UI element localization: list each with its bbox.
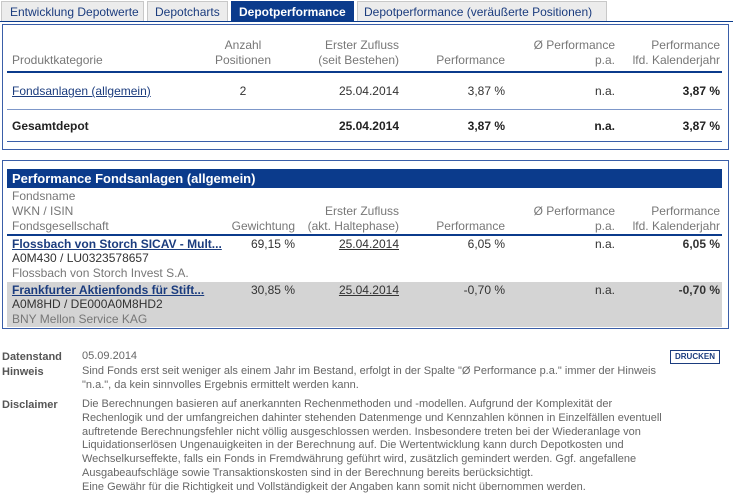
column-header: Performance [436, 53, 505, 67]
column-header: Performance [651, 38, 720, 52]
fund-company: BNY Mellon Service KAG [12, 312, 148, 326]
cell: Gesamtdepot [12, 119, 89, 133]
column-header: Ø Performance [533, 38, 615, 52]
tab-label[interactable]: Depotperformance (veräußerte Positionen) [364, 5, 593, 19]
fund-id: A0M430 / LU0323578657 [12, 251, 149, 265]
print-button[interactable] [670, 350, 720, 364]
cell: 69,15 % [250, 237, 295, 251]
column-header: Ø Performance [533, 204, 615, 218]
tab-label[interactable]: Depotcharts [155, 5, 220, 19]
cell: -0,70 % [463, 283, 505, 297]
column-header: Fondsname [12, 189, 76, 203]
cell: 3,87 % [467, 119, 505, 133]
disclaimer-line: Eine Gewähr für die Richtigkeit und Voll… [82, 480, 586, 493]
disclaimer-line: auftretende Berechnungsfehler nicht völl… [82, 425, 641, 438]
tab[interactable] [147, 1, 228, 21]
cell[interactable]: Fondsanlagen (allgemein) [12, 84, 151, 98]
column-header: (akt. Haltephase) [307, 219, 399, 233]
cell[interactable]: 25.04.2014 [338, 283, 399, 297]
column-header: lfd. Kalenderjahr [632, 53, 720, 67]
label: Hinweis [2, 366, 44, 378]
column-header: Produktkategorie [12, 53, 103, 67]
tab[interactable] [357, 1, 607, 21]
divider [7, 234, 722, 236]
column-header: lfd. Kalenderjahr [632, 219, 720, 233]
cell: 3,87 % [682, 119, 720, 133]
label: Datenstand [2, 351, 62, 363]
fund-id: A0M8HD / DE000A0M8HD2 [12, 297, 163, 311]
column-header: WKN / ISIN [12, 204, 74, 218]
cell[interactable]: 25.04.2014 [338, 237, 399, 251]
disclaimer-line: Liquidationserlösen Ungenauigkeiten in d… [82, 439, 624, 452]
column-header: Performance [651, 204, 720, 218]
cell: 6,05 % [682, 237, 720, 251]
divider [7, 141, 722, 142]
tab-label[interactable]: Entwicklung Depotwerte [10, 5, 139, 19]
cell: 30,85 % [250, 283, 295, 297]
column-header: Positionen [214, 53, 272, 67]
cell: 25.04.2014 [338, 119, 399, 133]
cell: n.a. [594, 283, 615, 297]
cell: n.a. [594, 119, 615, 133]
cell: 3,87 % [682, 84, 720, 98]
disclaimer-line: Rechenlogik und der umfangreichen dahint… [82, 411, 662, 424]
column-header: Erster Zufluss [324, 38, 399, 52]
cell: n.a. [594, 237, 615, 251]
divider [7, 71, 722, 73]
tab[interactable] [1, 1, 144, 21]
cell: -0,70 % [678, 283, 720, 297]
fund-company: Flossbach von Storch Invest S.A. [12, 266, 189, 280]
divider [7, 109, 722, 110]
fund-name[interactable]: Frankfurter Aktienfonds für Stift... [12, 283, 205, 297]
column-header: Erster Zufluss [324, 204, 399, 218]
section-title-bar [7, 169, 722, 188]
tab-label[interactable]: Depotperformance [239, 5, 346, 19]
cell: n.a. [594, 84, 615, 98]
column-header: (seit Bestehen) [318, 53, 399, 67]
column-header: Fondsgesellschaft [12, 219, 109, 233]
cell: 25.04.2014 [338, 84, 399, 98]
tab-rule [0, 21, 733, 22]
column-header: p.a. [594, 53, 615, 67]
column-header: p.a. [594, 219, 615, 233]
fund-name[interactable]: Flossbach von Storch SICAV - Mult... [12, 237, 222, 251]
funds-box [2, 160, 729, 329]
section-title: Performance Fondsanlagen (allgemein) [12, 171, 256, 186]
note-line: Sind Fonds erst seit weniger als einem J… [82, 365, 656, 377]
note-line: "n.a.", da kein sinnvolles Ergebnis ermi… [82, 379, 359, 391]
value: 05.09.2014 [82, 350, 138, 362]
print-label[interactable]: DRUCKEN [675, 352, 715, 361]
tab-active[interactable] [231, 1, 354, 21]
row-highlight [7, 282, 722, 327]
summary-box [2, 24, 729, 150]
cell: 3,87 % [467, 84, 505, 98]
disclaimer-line: Ausgabeaufschläge sowie Transaktionskost… [82, 467, 534, 479]
cell: 2 [239, 84, 247, 98]
disclaimer-line: Die Berechnungen basieren auf anerkannte… [82, 398, 613, 410]
column-header: Performance [436, 219, 505, 233]
label: Disclaimer [2, 399, 58, 411]
column-header: Gewichtung [231, 219, 295, 233]
disclaimer-line: Wechselkurseffekte, falls ein Fonds in F… [82, 453, 637, 466]
column-header: Anzahl [224, 38, 262, 52]
cell: 6,05 % [467, 237, 505, 251]
